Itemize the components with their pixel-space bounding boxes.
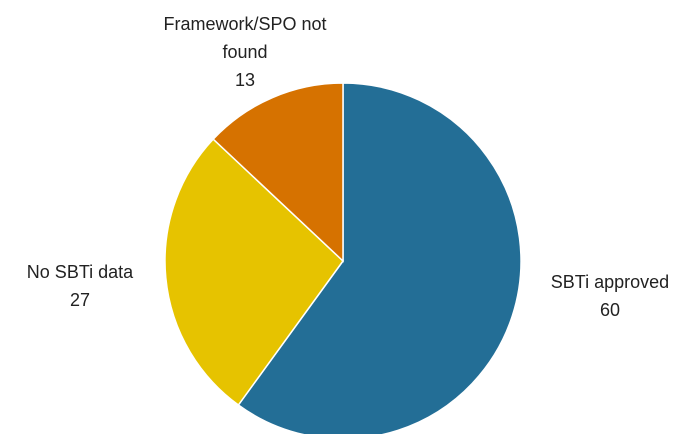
category-label: SBTi approved bbox=[550, 272, 670, 292]
pie-slice bbox=[237, 82, 522, 434]
value-label: 60 bbox=[599, 300, 621, 320]
category-label: No SBTi data bbox=[26, 262, 134, 282]
slice-label: No SBTi data 27 bbox=[0, 258, 170, 314]
value-label: 13 bbox=[234, 70, 256, 90]
pie-slice bbox=[164, 138, 344, 407]
slice-label: Framework/SPO not found 13 bbox=[155, 10, 335, 94]
value-label: 27 bbox=[69, 290, 91, 310]
category-label: Framework/SPO not found bbox=[163, 14, 327, 62]
slice-label: SBTi approved 60 bbox=[520, 268, 692, 324]
pie-slice bbox=[212, 82, 344, 263]
